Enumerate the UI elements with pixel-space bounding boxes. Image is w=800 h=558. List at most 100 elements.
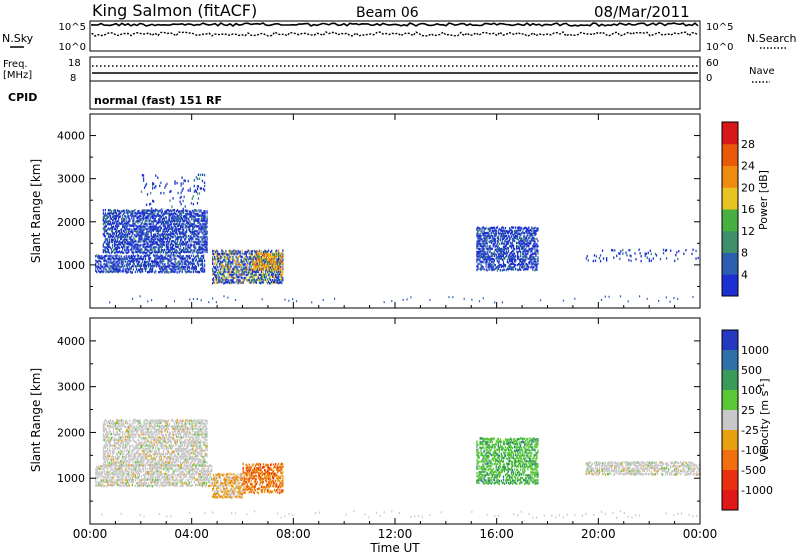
power-echo <box>282 256 283 258</box>
velocity-echo <box>107 447 108 449</box>
velocity-echo <box>114 479 115 481</box>
power-echo <box>184 232 185 234</box>
power-echo <box>146 183 147 185</box>
power-echo <box>600 254 601 256</box>
power-echo <box>143 177 144 179</box>
power-echo <box>174 182 175 184</box>
velocity-echo <box>113 430 114 432</box>
power-echo <box>619 253 620 255</box>
power-echo <box>206 226 207 228</box>
power-echo <box>531 230 532 232</box>
power-echo <box>653 257 654 259</box>
velocity-echo <box>123 478 124 480</box>
velocity-echo <box>188 479 189 481</box>
power-colorbar-swatch <box>722 166 738 188</box>
velocity-echo <box>118 442 119 444</box>
power-echo <box>263 269 264 271</box>
power-echo <box>214 253 215 255</box>
velocity-echo <box>102 471 103 473</box>
velocity-echo <box>120 453 121 455</box>
velocity-echo <box>124 450 125 452</box>
power-echo <box>323 299 324 301</box>
power-echo <box>663 249 664 251</box>
power-echo <box>523 253 524 255</box>
power-echo <box>145 258 146 260</box>
power-echo <box>116 212 117 214</box>
velocity-echo <box>176 485 177 487</box>
power-echo <box>183 225 184 227</box>
power-scatter-layer <box>95 174 699 304</box>
noise-tick-right-top: 10^5 <box>706 22 733 33</box>
velocity-echo <box>133 436 134 438</box>
power-echo <box>196 266 197 268</box>
power-echo <box>146 267 147 269</box>
power-echo <box>232 256 233 258</box>
power-echo <box>480 242 481 244</box>
power-echo <box>267 278 268 280</box>
velocity-echo <box>124 433 125 435</box>
power-echo <box>160 209 161 211</box>
power-echo <box>191 249 192 251</box>
power-echo <box>180 201 181 203</box>
power-echo <box>113 235 114 237</box>
power-echo <box>225 250 226 252</box>
cpid-panel: CPID normal (fast) 151 RF <box>8 81 700 109</box>
power-echo <box>106 255 107 257</box>
power-colorbar-label: Power [dB] <box>757 170 770 230</box>
power-echo <box>146 204 147 206</box>
power-echo <box>521 237 522 239</box>
power-echo <box>281 282 282 284</box>
power-echo <box>123 262 124 264</box>
power-echo <box>157 241 158 243</box>
velocity-echo <box>128 431 129 433</box>
power-echo <box>164 217 165 219</box>
power-echo <box>183 200 184 202</box>
power-echo <box>594 254 595 256</box>
power-echo <box>228 279 229 281</box>
power-echo <box>528 266 529 268</box>
power-echo <box>157 222 158 224</box>
power-echo <box>147 243 148 245</box>
power-echo <box>181 238 182 240</box>
power-echo <box>235 299 236 301</box>
power-echo <box>279 255 280 257</box>
noise-panel: N.Sky N.Search 10^5 10^0 10^5 10^0 <box>2 21 797 53</box>
power-echo <box>269 273 270 275</box>
velocity-echo <box>98 476 99 478</box>
power-echo <box>187 210 188 212</box>
velocity-echo <box>157 484 158 486</box>
power-echo <box>164 241 165 243</box>
power-echo <box>628 259 629 261</box>
power-echo <box>151 299 152 301</box>
power-echo <box>159 185 160 187</box>
power-colorbar-tick-label: 20 <box>741 181 755 194</box>
power-echo <box>200 240 201 242</box>
power-echo <box>525 259 526 261</box>
power-echo <box>174 255 175 257</box>
power-echo <box>533 266 534 268</box>
power-echo <box>514 240 515 242</box>
power-echo <box>495 240 496 242</box>
power-echo <box>537 227 538 229</box>
power-echo <box>100 261 101 263</box>
power-echo <box>511 235 512 237</box>
power-echo <box>515 268 516 270</box>
power-echo <box>152 268 153 270</box>
velocity-echo <box>152 485 153 487</box>
power-echo <box>115 210 116 212</box>
power-echo <box>175 213 176 215</box>
power-echo <box>159 249 160 251</box>
velocity-echo <box>132 444 133 446</box>
power-echo <box>132 298 133 300</box>
power-echo <box>200 209 201 211</box>
freq-panel-frame <box>90 57 700 81</box>
power-echo <box>641 260 642 262</box>
velocity-echo <box>109 455 110 457</box>
nsky-label: N.Sky <box>2 32 34 45</box>
power-echo <box>161 208 162 210</box>
power-echo <box>622 249 623 251</box>
power-echo <box>198 197 199 199</box>
power-echo <box>190 230 191 232</box>
power-echo <box>492 235 493 237</box>
